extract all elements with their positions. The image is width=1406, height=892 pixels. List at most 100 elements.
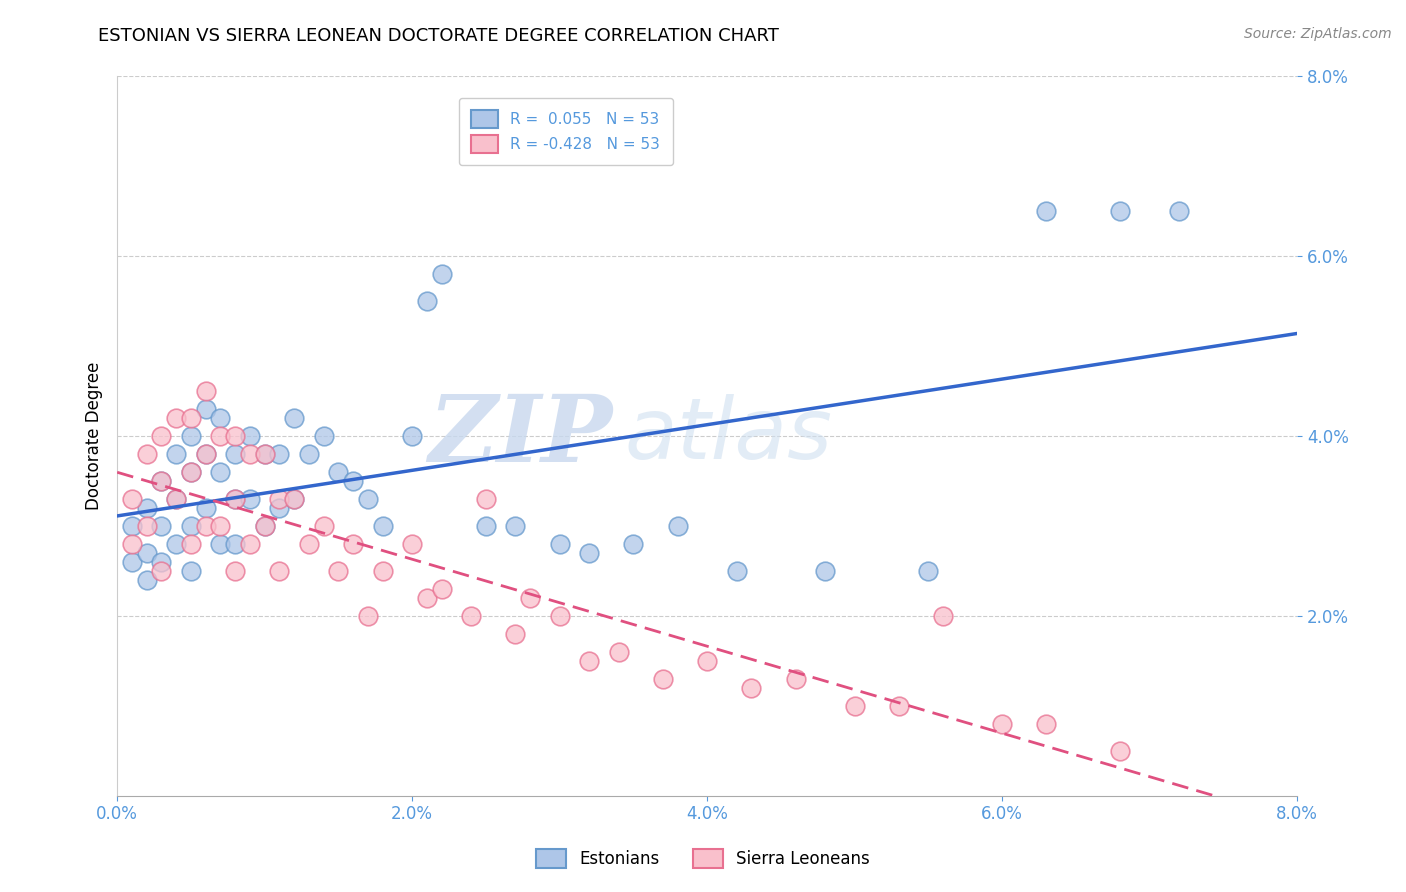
Point xyxy=(165,491,187,506)
Point xyxy=(328,465,350,479)
Point xyxy=(298,447,321,461)
Point xyxy=(135,573,157,587)
Point xyxy=(194,500,217,515)
Text: Source: ZipAtlas.com: Source: ZipAtlas.com xyxy=(1244,27,1392,41)
Point xyxy=(416,591,439,605)
Point xyxy=(844,698,866,713)
Point xyxy=(283,491,305,506)
Point xyxy=(283,410,305,425)
Point xyxy=(194,447,217,461)
Point xyxy=(269,491,291,506)
Point xyxy=(342,474,364,488)
Point xyxy=(253,518,276,533)
Point xyxy=(416,293,439,308)
Point xyxy=(209,465,232,479)
Point xyxy=(1109,744,1132,758)
Point xyxy=(342,537,364,551)
Point xyxy=(135,518,157,533)
Point xyxy=(180,410,202,425)
Point xyxy=(180,537,202,551)
Point xyxy=(165,491,187,506)
Point xyxy=(180,428,202,442)
Point xyxy=(401,537,423,551)
Point xyxy=(209,410,232,425)
Y-axis label: Doctorate Degree: Doctorate Degree xyxy=(86,361,103,510)
Point xyxy=(180,518,202,533)
Point xyxy=(548,537,571,551)
Point xyxy=(357,608,380,623)
Point xyxy=(785,672,807,686)
Point xyxy=(224,491,246,506)
Point xyxy=(135,546,157,560)
Point xyxy=(607,645,630,659)
Point xyxy=(239,447,262,461)
Point xyxy=(165,447,187,461)
Point xyxy=(194,401,217,416)
Point xyxy=(666,518,689,533)
Point xyxy=(814,564,837,578)
Point xyxy=(696,654,718,668)
Text: atlas: atlas xyxy=(624,394,832,477)
Point xyxy=(887,698,910,713)
Point xyxy=(209,537,232,551)
Point xyxy=(135,500,157,515)
Point xyxy=(165,410,187,425)
Point xyxy=(150,474,173,488)
Point xyxy=(312,518,335,533)
Point xyxy=(253,447,276,461)
Point xyxy=(194,518,217,533)
Point xyxy=(460,608,482,623)
Point xyxy=(180,465,202,479)
Point xyxy=(357,491,380,506)
Point xyxy=(135,447,157,461)
Point xyxy=(725,564,748,578)
Point xyxy=(269,447,291,461)
Point xyxy=(224,428,246,442)
Point xyxy=(621,537,644,551)
Text: ESTONIAN VS SIERRA LEONEAN DOCTORATE DEGREE CORRELATION CHART: ESTONIAN VS SIERRA LEONEAN DOCTORATE DEG… xyxy=(98,27,779,45)
Point xyxy=(932,608,955,623)
Point xyxy=(430,582,453,596)
Point xyxy=(475,518,498,533)
Point xyxy=(1035,716,1057,731)
Point xyxy=(150,555,173,569)
Point xyxy=(224,537,246,551)
Point xyxy=(150,428,173,442)
Point xyxy=(578,654,600,668)
Point xyxy=(1109,203,1132,218)
Point xyxy=(224,491,246,506)
Point xyxy=(239,428,262,442)
Point xyxy=(371,564,394,578)
Point xyxy=(150,518,173,533)
Point xyxy=(505,626,527,640)
Point xyxy=(740,681,762,695)
Point xyxy=(194,447,217,461)
Point xyxy=(991,716,1014,731)
Point xyxy=(269,500,291,515)
Point xyxy=(651,672,673,686)
Point xyxy=(1035,203,1057,218)
Point xyxy=(224,564,246,578)
Point xyxy=(328,564,350,578)
Point xyxy=(121,555,143,569)
Point xyxy=(312,428,335,442)
Point xyxy=(505,518,527,533)
Text: ZIP: ZIP xyxy=(429,391,613,481)
Point xyxy=(917,564,939,578)
Point xyxy=(209,518,232,533)
Point xyxy=(298,537,321,551)
Point xyxy=(121,491,143,506)
Point xyxy=(180,465,202,479)
Point xyxy=(239,537,262,551)
Legend: Estonians, Sierra Leoneans: Estonians, Sierra Leoneans xyxy=(529,842,877,875)
Point xyxy=(1168,203,1191,218)
Point xyxy=(253,518,276,533)
Point xyxy=(401,428,423,442)
Point xyxy=(269,564,291,578)
Point xyxy=(121,537,143,551)
Point xyxy=(224,447,246,461)
Point xyxy=(283,491,305,506)
Point xyxy=(578,546,600,560)
Point xyxy=(180,564,202,578)
Legend: R =  0.055   N = 53, R = -0.428   N = 53: R = 0.055 N = 53, R = -0.428 N = 53 xyxy=(458,97,672,165)
